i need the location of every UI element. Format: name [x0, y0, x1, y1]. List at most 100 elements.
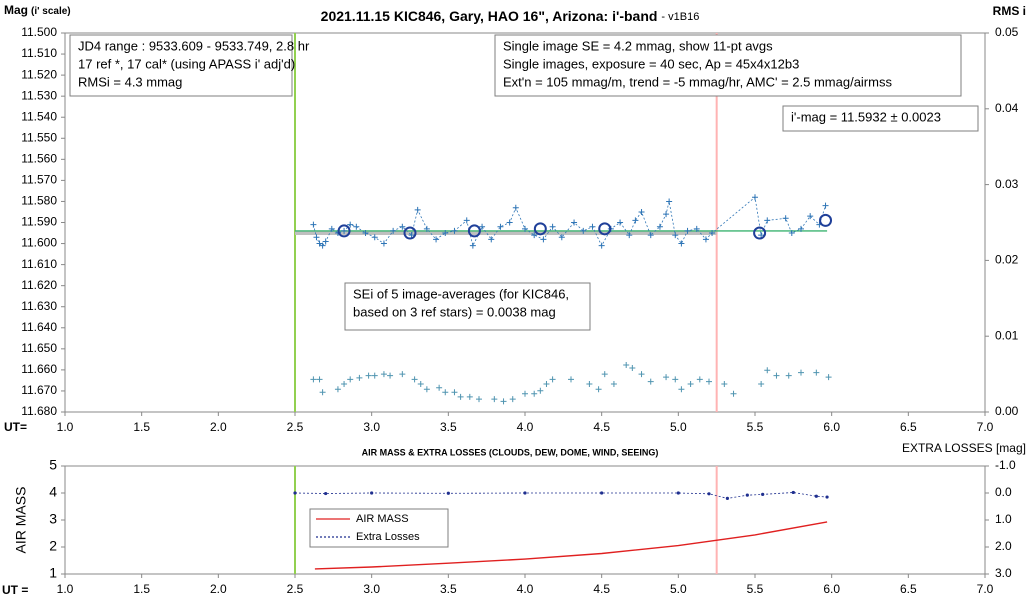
- y-axis-title-main: Mag: [4, 3, 28, 17]
- plus-marker: [752, 194, 758, 201]
- circle-marker: [533, 222, 547, 236]
- plus-marker: [702, 236, 709, 243]
- annotation-box: [782, 105, 979, 132]
- plus-marker: [684, 227, 691, 234]
- plus-marker: [341, 380, 348, 387]
- plus-marker: [764, 217, 771, 224]
- y2-tick-label: 3.0: [995, 566, 1012, 580]
- y2-tick-label: 0.02: [995, 253, 1019, 267]
- plus-marker: [730, 390, 737, 397]
- plus-marker: [764, 367, 771, 374]
- annotation-text: Single image SE = 4.2 mmag, show 11-pt a…: [503, 38, 773, 53]
- plus-marker: [798, 225, 804, 232]
- circle-marker: [403, 226, 417, 240]
- plus-marker: [785, 372, 792, 379]
- x-tick-label: 6.0: [823, 420, 840, 434]
- plus-marker: [509, 396, 516, 403]
- y2-axis-title: EXTRA LOSSES [mag]: [902, 441, 1026, 455]
- plus-marker: [319, 242, 326, 249]
- plus-marker: [788, 230, 795, 237]
- plus-marker: [626, 232, 633, 239]
- x-tick-label: 2.5: [287, 420, 304, 434]
- dot-marker: [523, 491, 527, 495]
- circle-marker: [467, 224, 481, 238]
- y-tick-label: 11.540: [21, 109, 57, 123]
- plus-marker: [663, 211, 670, 218]
- title-text: 2021.11.15 KIC846, Gary, HAO 16", Arizon…: [321, 8, 658, 24]
- plus-marker: [399, 371, 406, 378]
- annotation-text: 17 ref *, 17 cal* (using APASS i' adj'd): [78, 56, 295, 71]
- plus-marker: [390, 227, 397, 234]
- plus-marker: [316, 376, 323, 383]
- x-tick-label: 2.5: [287, 582, 304, 596]
- y-tick-label: 11.600: [21, 236, 57, 250]
- circle-marker: [337, 224, 351, 238]
- circle-marker: [753, 226, 767, 240]
- plus-marker: [371, 234, 378, 241]
- annotation-text: i'-mag = 11.5932 ± 0.0023: [791, 109, 941, 124]
- plus-marker: [411, 376, 418, 383]
- title-suffix: - v1B16: [661, 11, 699, 23]
- y2-tick-label: 2.0: [995, 539, 1012, 553]
- x-tick-label: 4.5: [593, 582, 610, 596]
- plus-marker: [322, 238, 329, 245]
- y-tick-label: 11.650: [21, 341, 57, 355]
- plus-marker: [813, 369, 820, 376]
- x-tick-label: 4.0: [517, 582, 534, 596]
- plus-marker: [549, 223, 556, 230]
- legend-label: Extra Losses: [356, 531, 420, 543]
- plus-marker: [672, 376, 679, 383]
- plus-marker: [442, 389, 449, 396]
- plus-marker: [371, 372, 378, 379]
- plus-marker: [463, 217, 470, 224]
- plus-marker: [773, 372, 780, 379]
- x-tick-label: 6.5: [900, 582, 917, 596]
- dot-marker: [761, 492, 765, 496]
- dot-marker: [791, 490, 795, 495]
- dot-marker: [324, 491, 328, 496]
- dot-marker: [825, 495, 829, 499]
- plus-marker: [417, 380, 424, 387]
- annotation-text: based on 3 ref stars) = 0.0038 mag: [353, 304, 556, 319]
- y2-tick-label: 0.04: [995, 101, 1019, 115]
- plus-marker: [531, 390, 538, 397]
- plus-marker: [466, 393, 473, 400]
- plus-marker: [506, 219, 513, 226]
- y2-tick-label: -1.0: [995, 458, 1016, 472]
- plus-marker: [387, 372, 394, 379]
- y-tick-label: 4: [49, 484, 57, 500]
- plus-marker: [328, 225, 335, 232]
- plus-marker: [469, 242, 476, 249]
- plus-marker: [310, 221, 317, 228]
- x-tick-label: 3.5: [440, 420, 457, 434]
- plus-marker: [721, 380, 728, 387]
- y-tick-label: 11.670: [21, 383, 57, 397]
- plus-marker: [617, 219, 624, 226]
- plus-marker: [632, 217, 639, 224]
- x-tick-label: 4.5: [593, 420, 610, 434]
- plus-marker: [522, 390, 528, 397]
- plus-marker: [623, 362, 630, 369]
- plus-marker: [500, 398, 507, 405]
- x-tick-label: 5.0: [670, 420, 687, 434]
- y-tick-label: 11.640: [21, 320, 57, 334]
- annotation-text: SEi of 5 image-averages (for KIC846,: [353, 286, 569, 301]
- plus-marker: [436, 384, 443, 391]
- plus-marker: [647, 232, 654, 239]
- plus-marker: [457, 393, 464, 400]
- y2-tick-label: 0.05: [995, 25, 1019, 39]
- x-tick-label: 1.5: [133, 582, 150, 596]
- plus-marker: [433, 236, 440, 243]
- annotation-box: [69, 34, 293, 97]
- y-tick-label: 11.660: [21, 362, 57, 376]
- y-axis-title: AIR MASS: [13, 487, 29, 554]
- annotation-text: JD4 range : 9533.609 - 9533.749, 2.8 hr: [78, 38, 310, 53]
- plus-marker: [758, 380, 765, 387]
- x-tick-label: 2.0: [210, 420, 227, 434]
- dot-marker: [814, 494, 818, 498]
- plus-marker: [693, 225, 700, 232]
- y-tick-label: 11.610: [21, 257, 57, 271]
- plus-marker: [347, 221, 354, 228]
- plus-marker: [678, 386, 685, 393]
- y-tick-label: 11.590: [21, 215, 57, 229]
